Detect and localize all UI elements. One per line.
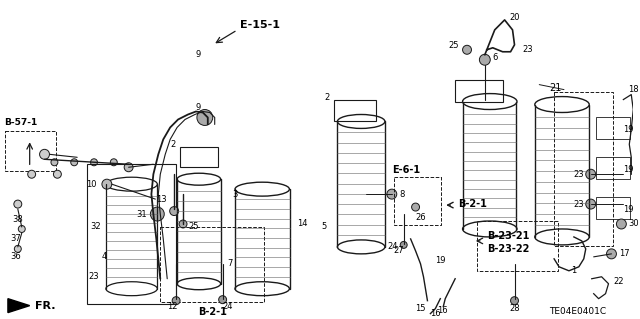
Text: 22: 22 bbox=[614, 277, 624, 286]
Polygon shape bbox=[8, 299, 29, 313]
Circle shape bbox=[607, 249, 616, 259]
Text: 7: 7 bbox=[228, 259, 233, 268]
Circle shape bbox=[172, 297, 180, 305]
Text: 27: 27 bbox=[393, 246, 404, 256]
Bar bbox=[596, 157, 630, 179]
Circle shape bbox=[53, 170, 61, 178]
Text: 21: 21 bbox=[549, 83, 561, 93]
Circle shape bbox=[179, 220, 187, 228]
Circle shape bbox=[71, 159, 77, 166]
Bar bbox=[5, 131, 56, 171]
Circle shape bbox=[150, 207, 164, 221]
Circle shape bbox=[40, 149, 49, 159]
Bar bbox=[596, 197, 630, 219]
Text: 30: 30 bbox=[628, 219, 639, 228]
Text: 19: 19 bbox=[623, 165, 633, 174]
Circle shape bbox=[14, 245, 21, 252]
Text: 23: 23 bbox=[573, 200, 584, 209]
Text: 23: 23 bbox=[573, 170, 584, 179]
Text: 18: 18 bbox=[628, 85, 639, 94]
Circle shape bbox=[170, 207, 179, 216]
Bar bbox=[477, 221, 558, 271]
Text: E-6-1: E-6-1 bbox=[392, 165, 420, 175]
Text: 5: 5 bbox=[321, 222, 326, 232]
Circle shape bbox=[90, 159, 97, 166]
Bar bbox=[87, 164, 176, 304]
Text: 10: 10 bbox=[86, 180, 97, 189]
Bar bbox=[180, 147, 218, 167]
Circle shape bbox=[586, 169, 596, 179]
Text: 23: 23 bbox=[88, 272, 99, 281]
Text: 23: 23 bbox=[522, 45, 532, 54]
Text: 2: 2 bbox=[171, 140, 176, 149]
Circle shape bbox=[19, 226, 25, 233]
Text: 4: 4 bbox=[102, 252, 107, 261]
Text: 19: 19 bbox=[623, 125, 633, 134]
Text: FR.: FR. bbox=[35, 300, 55, 311]
Circle shape bbox=[102, 179, 112, 189]
Text: B-57-1: B-57-1 bbox=[4, 118, 37, 127]
Text: 38: 38 bbox=[12, 214, 22, 224]
Text: 9: 9 bbox=[195, 103, 200, 112]
Text: 31: 31 bbox=[136, 210, 147, 219]
Bar bbox=[160, 227, 264, 302]
Bar bbox=[335, 100, 376, 122]
Bar bbox=[394, 177, 442, 225]
Text: B-23-21: B-23-21 bbox=[487, 231, 529, 241]
Bar bbox=[455, 80, 502, 101]
Text: 3: 3 bbox=[232, 189, 238, 199]
Text: 16: 16 bbox=[430, 309, 441, 318]
Text: E-15-1: E-15-1 bbox=[241, 20, 280, 30]
Circle shape bbox=[586, 199, 596, 209]
Text: 37: 37 bbox=[10, 234, 20, 243]
Text: B-2-1: B-2-1 bbox=[458, 199, 487, 209]
Text: 2: 2 bbox=[324, 93, 330, 102]
Text: 19: 19 bbox=[435, 256, 446, 265]
Circle shape bbox=[197, 109, 212, 125]
Text: 15: 15 bbox=[415, 304, 426, 313]
Circle shape bbox=[616, 219, 627, 229]
Circle shape bbox=[400, 241, 407, 249]
Text: 1: 1 bbox=[572, 266, 577, 275]
Circle shape bbox=[124, 163, 133, 172]
Bar bbox=[596, 117, 630, 139]
Circle shape bbox=[479, 54, 490, 65]
Text: 19: 19 bbox=[623, 204, 633, 213]
Text: TE04E0401C: TE04E0401C bbox=[549, 307, 606, 316]
Circle shape bbox=[14, 200, 22, 208]
Text: 36: 36 bbox=[10, 252, 20, 261]
Text: 9: 9 bbox=[195, 50, 200, 59]
Circle shape bbox=[110, 159, 117, 166]
Text: 14: 14 bbox=[297, 219, 307, 228]
Text: 8: 8 bbox=[400, 189, 405, 199]
Text: 25: 25 bbox=[188, 222, 198, 232]
Text: 17: 17 bbox=[620, 249, 630, 258]
Text: 12: 12 bbox=[167, 302, 177, 311]
Circle shape bbox=[219, 296, 227, 304]
Text: B-23-22: B-23-22 bbox=[487, 244, 529, 254]
Circle shape bbox=[387, 189, 397, 199]
Text: 24: 24 bbox=[222, 302, 233, 311]
Text: 20: 20 bbox=[509, 13, 520, 22]
Circle shape bbox=[51, 159, 58, 166]
Text: 25: 25 bbox=[449, 41, 459, 50]
Text: 16: 16 bbox=[437, 306, 447, 315]
Circle shape bbox=[511, 297, 518, 305]
Circle shape bbox=[463, 45, 472, 54]
Circle shape bbox=[28, 170, 36, 178]
Text: 24: 24 bbox=[387, 242, 398, 251]
Text: 13: 13 bbox=[157, 195, 167, 204]
Text: B-2-1: B-2-1 bbox=[198, 307, 227, 316]
Text: 6: 6 bbox=[493, 53, 498, 62]
Text: 32: 32 bbox=[90, 222, 101, 232]
Text: 26: 26 bbox=[415, 212, 426, 221]
Text: 28: 28 bbox=[509, 304, 520, 313]
Circle shape bbox=[412, 203, 420, 211]
Bar bbox=[554, 92, 614, 246]
